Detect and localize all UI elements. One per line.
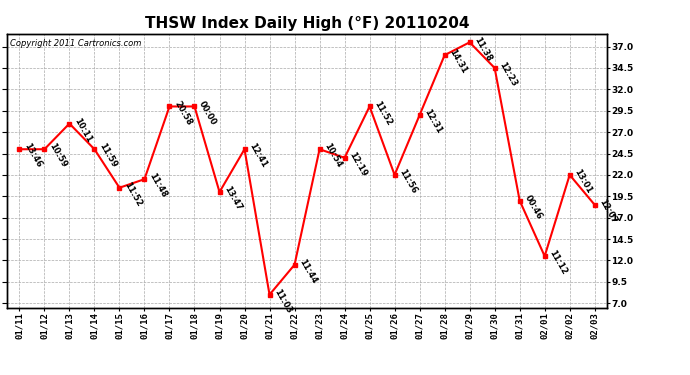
Text: 12:07: 12:07 <box>598 198 618 225</box>
Text: 10:59: 10:59 <box>47 142 68 170</box>
Title: THSW Index Daily High (°F) 20110204: THSW Index Daily High (°F) 20110204 <box>145 16 469 31</box>
Text: 11:03: 11:03 <box>273 287 293 315</box>
Text: 13:46: 13:46 <box>22 142 43 170</box>
Text: 10:11: 10:11 <box>72 116 93 144</box>
Text: 11:38: 11:38 <box>473 35 493 63</box>
Text: 20:58: 20:58 <box>172 99 193 127</box>
Text: 00:46: 00:46 <box>522 193 544 221</box>
Text: 11:52: 11:52 <box>373 99 393 127</box>
Text: 12:19: 12:19 <box>347 150 368 178</box>
Text: 11:48: 11:48 <box>147 172 168 200</box>
Text: 10:54: 10:54 <box>322 142 344 170</box>
Text: 12:41: 12:41 <box>247 142 268 170</box>
Text: Copyright 2011 Cartronics.com: Copyright 2011 Cartronics.com <box>10 39 141 48</box>
Text: 12:31: 12:31 <box>422 108 444 135</box>
Text: 11:59: 11:59 <box>97 142 119 170</box>
Text: 14:31: 14:31 <box>447 48 469 75</box>
Text: 12:23: 12:23 <box>497 61 519 88</box>
Text: 11:56: 11:56 <box>397 168 419 195</box>
Text: 11:44: 11:44 <box>297 258 319 285</box>
Text: 13:47: 13:47 <box>222 185 244 212</box>
Text: 13:01: 13:01 <box>573 168 593 195</box>
Text: 11:12: 11:12 <box>547 249 569 277</box>
Text: 11:52: 11:52 <box>122 180 144 208</box>
Text: 00:00: 00:00 <box>197 99 218 126</box>
